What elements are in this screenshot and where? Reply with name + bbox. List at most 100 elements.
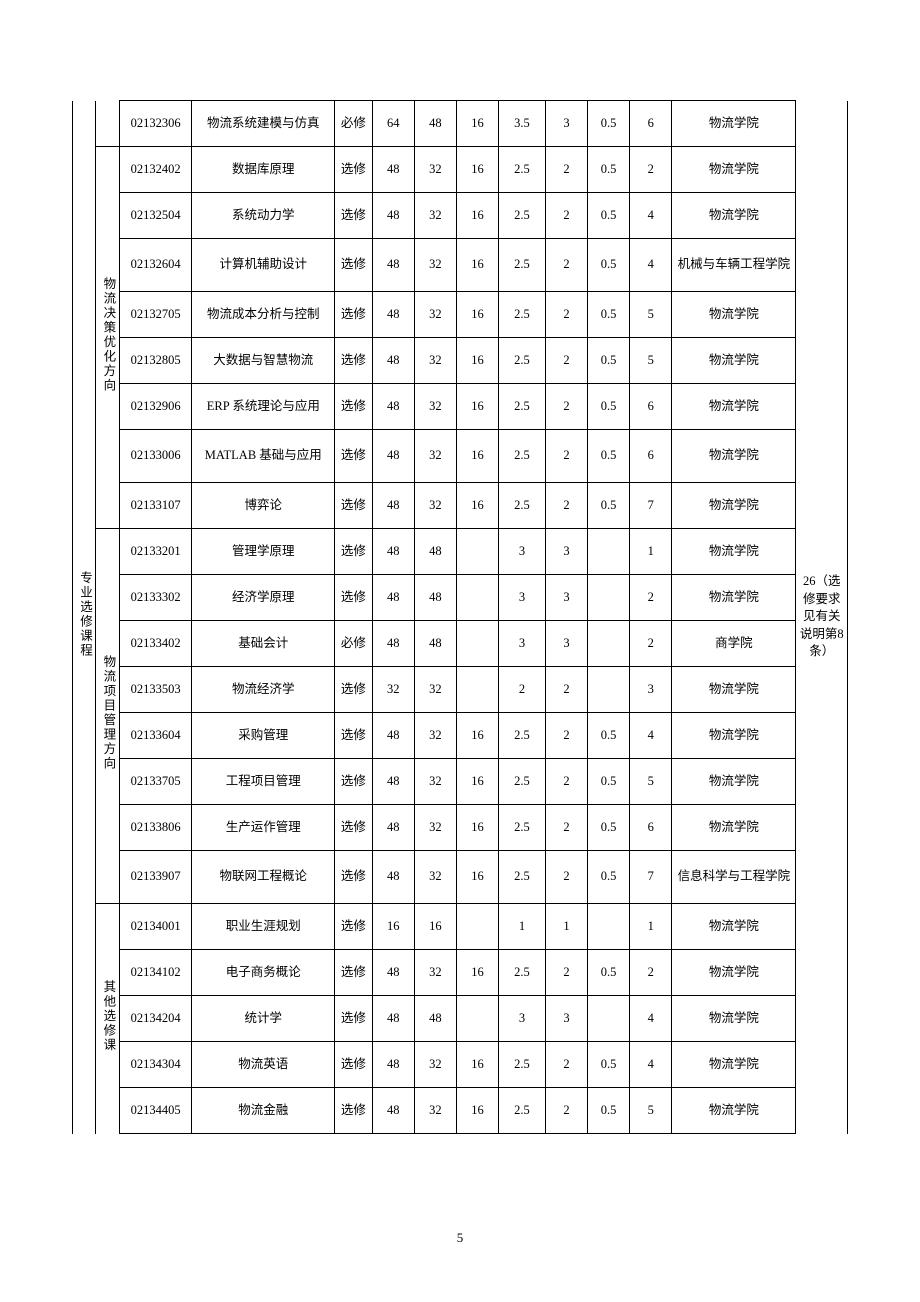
course-c1: 48 — [372, 384, 414, 430]
course-c3: 16 — [456, 713, 498, 759]
course-name: 基础会计 — [192, 621, 335, 667]
course-c2: 48 — [414, 621, 456, 667]
course-c3: 16 — [456, 101, 498, 147]
course-c2: 32 — [414, 147, 456, 193]
course-c5: 3 — [545, 529, 587, 575]
table-row: 02133705 工程项目管理 选修 48 32 16 2.5 2 0.5 5 … — [73, 759, 848, 805]
course-req: 选修 — [335, 996, 372, 1042]
course-c2: 32 — [414, 950, 456, 996]
course-c3 — [456, 575, 498, 621]
course-c7: 2 — [630, 147, 672, 193]
course-c6 — [588, 904, 630, 950]
course-req: 选修 — [335, 147, 372, 193]
course-c6: 0.5 — [588, 193, 630, 239]
course-c5: 2 — [545, 483, 587, 529]
course-c6: 0.5 — [588, 483, 630, 529]
course-c4: 2.5 — [499, 384, 546, 430]
course-c1: 48 — [372, 575, 414, 621]
course-dept: 物流学院 — [672, 996, 796, 1042]
course-c1: 64 — [372, 101, 414, 147]
course-c1: 48 — [372, 483, 414, 529]
course-req: 选修 — [335, 950, 372, 996]
table-row: 02133806 生产运作管理 选修 48 32 16 2.5 2 0.5 6 … — [73, 805, 848, 851]
course-c1: 48 — [372, 759, 414, 805]
table-row: 02132805 大数据与智慧物流 选修 48 32 16 2.5 2 0.5 … — [73, 338, 848, 384]
course-c1: 48 — [372, 338, 414, 384]
course-c4: 2.5 — [499, 292, 546, 338]
course-c4: 2.5 — [499, 950, 546, 996]
course-c6 — [588, 667, 630, 713]
course-code: 02134405 — [119, 1088, 192, 1134]
course-c4: 2.5 — [499, 713, 546, 759]
course-c5: 2 — [545, 193, 587, 239]
group-sub-label: 物流决策优化方向 — [96, 147, 119, 529]
course-code: 02134304 — [119, 1042, 192, 1088]
course-c1: 48 — [372, 805, 414, 851]
course-c2: 32 — [414, 1088, 456, 1134]
course-c4: 2.5 — [499, 193, 546, 239]
course-c3: 16 — [456, 483, 498, 529]
course-c3 — [456, 621, 498, 667]
course-name: 职业生涯规划 — [192, 904, 335, 950]
course-c2: 32 — [414, 430, 456, 483]
course-table: 专业选修课程 02132306 物流系统建模与仿真 必修 64 48 16 3.… — [72, 100, 848, 1134]
course-c4: 2 — [499, 667, 546, 713]
course-c4: 2.5 — [499, 805, 546, 851]
course-c4: 3 — [499, 621, 546, 667]
course-c5: 2 — [545, 384, 587, 430]
course-c5: 2 — [545, 667, 587, 713]
course-dept: 物流学院 — [672, 529, 796, 575]
table-row: 专业选修课程 02132306 物流系统建模与仿真 必修 64 48 16 3.… — [73, 101, 848, 147]
course-c7: 5 — [630, 292, 672, 338]
course-c5: 2 — [545, 430, 587, 483]
course-dept: 物流学院 — [672, 483, 796, 529]
course-c5: 2 — [545, 338, 587, 384]
course-c7: 5 — [630, 759, 672, 805]
course-dept: 物流学院 — [672, 713, 796, 759]
course-code: 02133006 — [119, 430, 192, 483]
course-c7: 1 — [630, 904, 672, 950]
course-c2: 32 — [414, 384, 456, 430]
course-c6: 0.5 — [588, 430, 630, 483]
course-c7: 1 — [630, 529, 672, 575]
course-dept: 物流学院 — [672, 805, 796, 851]
course-c4: 3 — [499, 529, 546, 575]
course-c6: 0.5 — [588, 147, 630, 193]
course-c1: 48 — [372, 1042, 414, 1088]
course-name: 物流金融 — [192, 1088, 335, 1134]
course-c7: 5 — [630, 338, 672, 384]
course-code: 02133604 — [119, 713, 192, 759]
course-c2: 32 — [414, 292, 456, 338]
course-c3: 16 — [456, 292, 498, 338]
course-c1: 48 — [372, 529, 414, 575]
course-c7: 6 — [630, 430, 672, 483]
course-req: 选修 — [335, 851, 372, 904]
course-code: 02132705 — [119, 292, 192, 338]
course-c7: 4 — [630, 193, 672, 239]
course-c7: 6 — [630, 384, 672, 430]
course-c6: 0.5 — [588, 239, 630, 292]
course-c2: 48 — [414, 575, 456, 621]
course-req: 选修 — [335, 667, 372, 713]
course-req: 选修 — [335, 384, 372, 430]
table-row: 02134204 统计学 选修 48 48 3 3 4 物流学院 — [73, 996, 848, 1042]
side-note: 26（选修要求见有关说明第8 条） — [796, 101, 848, 1134]
course-c5: 2 — [545, 239, 587, 292]
course-req: 选修 — [335, 805, 372, 851]
course-c3 — [456, 529, 498, 575]
table-row: 02132604 计算机辅助设计 选修 48 32 16 2.5 2 0.5 4… — [73, 239, 848, 292]
course-c5: 3 — [545, 621, 587, 667]
course-name: 管理学原理 — [192, 529, 335, 575]
course-name: 物流英语 — [192, 1042, 335, 1088]
course-name: 计算机辅助设计 — [192, 239, 335, 292]
course-c6: 0.5 — [588, 805, 630, 851]
course-name: MATLAB 基础与应用 — [192, 430, 335, 483]
course-c3: 16 — [456, 384, 498, 430]
course-code: 02133806 — [119, 805, 192, 851]
course-c1: 48 — [372, 430, 414, 483]
course-code: 02132504 — [119, 193, 192, 239]
course-c3: 16 — [456, 805, 498, 851]
course-dept: 物流学院 — [672, 904, 796, 950]
course-dept: 商学院 — [672, 621, 796, 667]
course-code: 02133107 — [119, 483, 192, 529]
